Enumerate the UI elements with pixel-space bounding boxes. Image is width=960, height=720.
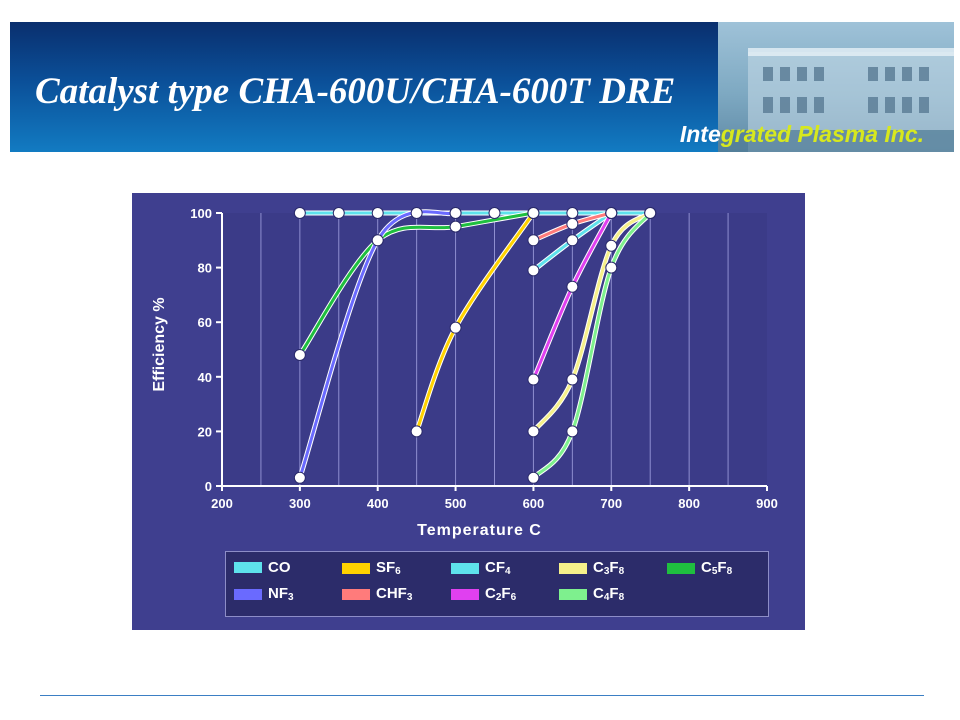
legend-label: CHF3 [376, 585, 413, 603]
data-point-nf3 [371, 234, 384, 247]
data-point-c5f8 [449, 220, 462, 233]
legend-label: CF4 [485, 559, 511, 577]
legend-swatch [667, 562, 695, 574]
x-tick-label: 800 [678, 496, 700, 511]
legend-label: NF3 [268, 585, 294, 603]
data-point-co [410, 207, 423, 219]
legend-swatch [559, 588, 587, 600]
legend-label: C5F8 [701, 559, 733, 577]
data-point-c2f6 [527, 373, 540, 386]
data-point-c2f6 [566, 280, 579, 293]
legend-swatch [234, 562, 262, 573]
company-name-part2: grated Plasma Inc. [720, 121, 924, 147]
data-point-c2f6 [605, 207, 618, 219]
data-point-c4f8 [605, 261, 618, 274]
x-tick-label: 200 [211, 496, 233, 511]
x-tick-label: 300 [289, 496, 311, 511]
legend-label: SF6 [376, 559, 401, 577]
series-line-c3f8 [531, 211, 652, 433]
data-point-cf4 [566, 234, 579, 247]
company-name-part1: Inte [679, 121, 721, 147]
legend-item-c3f8: C3F8 [559, 559, 624, 577]
legend-swatch [451, 562, 479, 574]
chart-legend: CO SF6 CF4 C3F8 C5F8 NF3 CHF3 C2F6 C4F8 [225, 551, 769, 617]
footer-divider [40, 695, 924, 696]
slide-title: Catalyst type CHA-600U/CHA-600T DRE [35, 71, 676, 112]
legend-item-sf6: SF6 [342, 559, 401, 577]
building-photo [718, 22, 954, 152]
data-point-c5f8 [527, 207, 540, 219]
data-point-c5f8 [293, 348, 306, 361]
legend-label: C3F8 [593, 559, 625, 577]
legend-item-c2f6: C2F6 [451, 585, 516, 603]
y-tick-label: 80 [198, 261, 212, 276]
data-point-co [371, 207, 384, 219]
data-point-nf3 [449, 207, 462, 219]
data-point-nf3 [293, 471, 306, 484]
legend-label: C2F6 [485, 585, 517, 603]
efficiency-chart: 0 20 40 60 80 100 200 300 400 500 600 700 800 900 Temp… [151, 206, 778, 539]
legend-label: CO [268, 559, 291, 576]
company-name: Integrated Plasma Inc. [680, 121, 924, 148]
legend-item-co: CO [234, 559, 291, 576]
building-illustration [718, 48, 954, 152]
legend-item-cf4: CF4 [451, 559, 511, 577]
y-tick-label: 0 [205, 479, 212, 494]
y-tick-label: 40 [198, 370, 212, 385]
chart-panel: 0 20 40 60 80 100 200 300 400 500 600 700 800 900 Temp… [132, 193, 805, 630]
legend-swatch [451, 588, 479, 600]
legend-label: C4F8 [593, 585, 625, 603]
data-point-c3f8 [527, 425, 540, 438]
y-tick-label: 20 [198, 424, 212, 439]
legend-item-c4f8: C4F8 [559, 585, 624, 603]
x-tick-label: 500 [445, 496, 467, 511]
data-point-cf4 [527, 264, 540, 277]
x-tick-label: 900 [756, 496, 778, 511]
x-tick-label: 600 [523, 496, 545, 511]
series-line-c4f8 [531, 211, 652, 480]
legend-swatch [234, 588, 262, 600]
data-point-c4f8 [527, 471, 540, 484]
data-point-c4f8 [644, 207, 657, 219]
data-point-co [293, 207, 306, 219]
data-point-sf6 [410, 425, 423, 438]
data-point-chf3 [527, 234, 540, 247]
data-point-chf3 [566, 217, 579, 230]
data-point-co [488, 207, 501, 219]
y-tick-label: 60 [198, 315, 212, 330]
y-axis-title: Efficiency % [151, 297, 168, 391]
data-point-c3f8 [605, 239, 618, 252]
data-point-sf6 [449, 321, 462, 334]
legend-swatch [559, 562, 587, 574]
legend-item-nf3: NF3 [234, 585, 294, 603]
y-tick-label: 100 [190, 206, 212, 221]
data-point-co [332, 207, 345, 219]
legend-item-chf3: CHF3 [342, 585, 412, 603]
legend-item-c5f8: C5F8 [667, 559, 732, 577]
data-point-co [566, 207, 579, 219]
series-line-c5f8 [298, 211, 535, 357]
x-axis-title: Temperature C [417, 522, 542, 539]
data-point-c3f8 [566, 373, 579, 386]
x-tick-label: 400 [367, 496, 389, 511]
series-line-nf3 [298, 210, 458, 480]
x-tick-label: 700 [600, 496, 622, 511]
header-banner: Catalyst type CHA-600U/CHA-600T DRE Inte… [10, 22, 954, 152]
data-point-c4f8 [566, 425, 579, 438]
legend-swatch [342, 562, 370, 574]
legend-swatch [342, 588, 370, 600]
